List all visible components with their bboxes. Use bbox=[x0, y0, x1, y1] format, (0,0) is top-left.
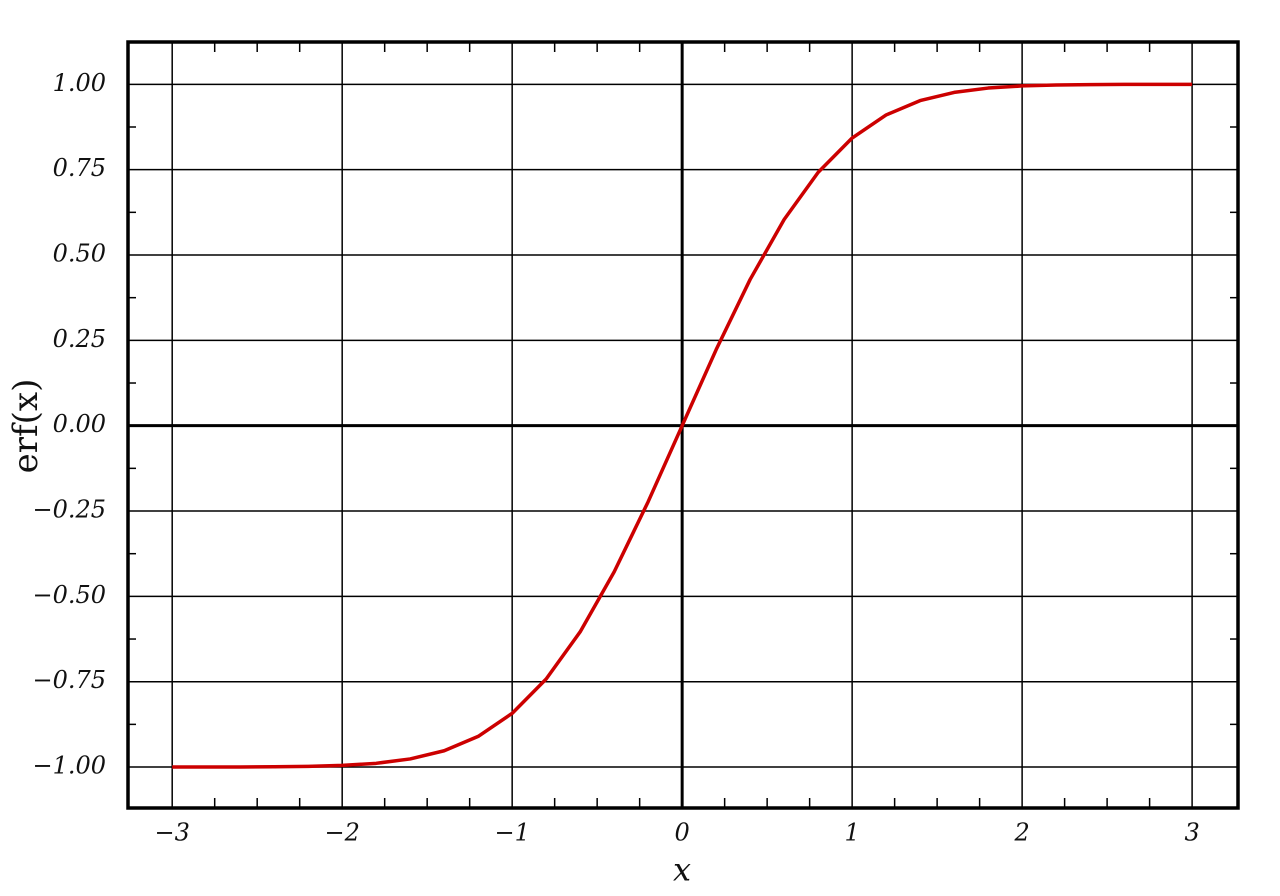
x-tick-label: 3 bbox=[1184, 819, 1199, 847]
x-tick-label: −1 bbox=[494, 819, 529, 847]
y-tick-label: 0.75 bbox=[53, 154, 106, 182]
y-axis-label: erf(x) bbox=[6, 379, 46, 474]
y-tick-label: 0.25 bbox=[53, 325, 106, 353]
x-tick-label: 0 bbox=[675, 819, 690, 847]
y-tick-label: 1.00 bbox=[53, 69, 106, 97]
y-tick-label: 0.50 bbox=[53, 240, 106, 268]
plot-frame bbox=[126, 40, 1240, 810]
y-tick-label: −0.75 bbox=[32, 666, 106, 694]
y-tick-label: −0.50 bbox=[32, 581, 106, 609]
y-tick-label: −1.00 bbox=[32, 752, 106, 780]
x-tick-label: −3 bbox=[155, 819, 190, 847]
x-axis-label: x bbox=[673, 851, 691, 889]
y-tick-label: −0.25 bbox=[32, 496, 106, 524]
x-tick-label: −2 bbox=[324, 819, 359, 847]
y-tick-label: 0.00 bbox=[53, 410, 106, 438]
x-tick-label: 1 bbox=[844, 819, 859, 847]
x-tick-label: 2 bbox=[1013, 819, 1029, 847]
line-series bbox=[172, 82, 1193, 769]
